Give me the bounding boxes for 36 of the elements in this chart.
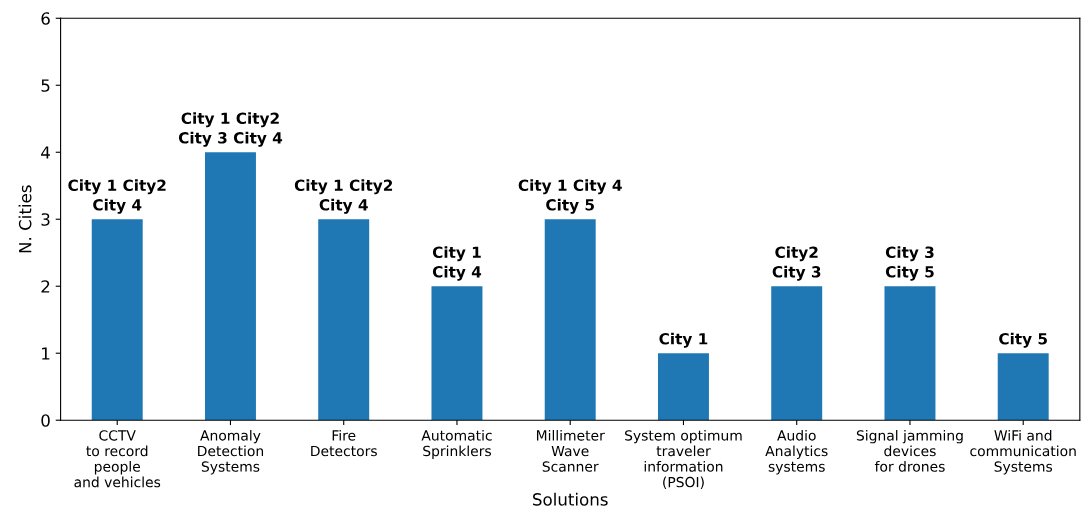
y-tick-label: 5 — [41, 79, 50, 92]
bar — [431, 286, 483, 421]
y-tick-label: 0 — [41, 414, 50, 427]
bar — [657, 353, 709, 421]
data-label: City 3 City 5 — [885, 246, 934, 281]
x-tick-label: CCTV to record people and vehicles — [74, 430, 161, 488]
data-label: City 1 City2 City 4 — [68, 179, 166, 214]
data-label: City2 City 3 — [772, 246, 821, 281]
x-tick-label: Millimeter Wave Scanner — [536, 429, 605, 472]
data-label: City 1 City2 City 3 City 4 — [178, 112, 283, 147]
y-tick-label: 1 — [42, 347, 50, 360]
y-tick-label: 6 — [41, 12, 50, 25]
x-tick-label: Anomaly Detection Systems — [198, 429, 264, 475]
bar — [318, 219, 370, 421]
bar — [544, 219, 596, 421]
y-tick-label: 3 — [41, 213, 50, 226]
x-tick-label: Automatic Sprinklers — [421, 429, 492, 459]
y-tick-label: 4 — [41, 146, 50, 159]
x-tick-label: Fire Detectors — [311, 429, 377, 457]
data-label: City 1 City 4 — [432, 246, 482, 281]
x-tick-label: System optimum traveler information (PSOI) — [625, 429, 742, 489]
x-tick-label: Audio Analytics systems — [765, 429, 828, 475]
bar — [91, 219, 143, 421]
bar — [884, 286, 936, 421]
x-tick-label: WiFi and communication Systems — [970, 429, 1076, 475]
x-tick-label: Signal jamming devices for drones — [856, 429, 963, 472]
y-tick-label: 2 — [41, 280, 50, 293]
data-label: City 1 — [659, 332, 708, 348]
bar — [204, 152, 256, 421]
data-label: City 5 — [999, 332, 1047, 348]
bar — [771, 286, 823, 421]
data-label: City 1 City2 City 4 — [294, 179, 393, 214]
x-axis-title: Solutions — [533, 492, 608, 506]
data-label: City 1 City 4 City 5 — [518, 179, 622, 214]
y-axis-title: N. Cities — [18, 185, 32, 253]
bar — [997, 353, 1049, 421]
